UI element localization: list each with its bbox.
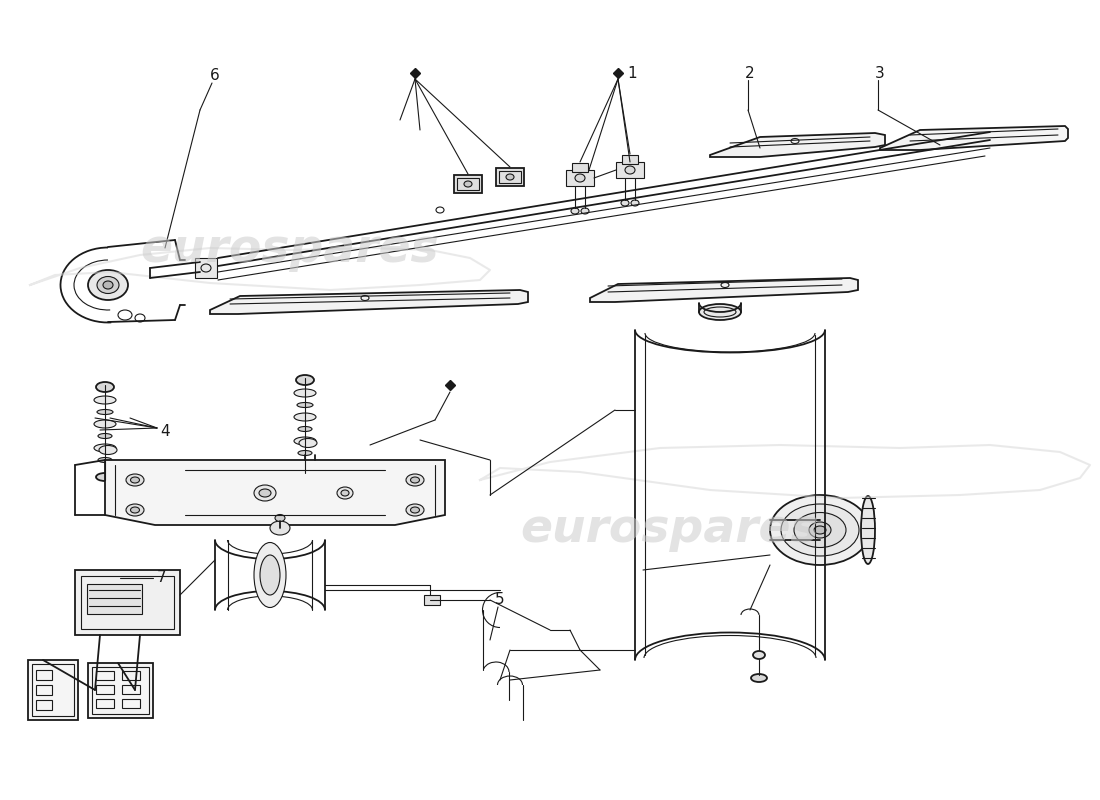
Ellipse shape — [781, 504, 859, 556]
Ellipse shape — [506, 174, 514, 180]
Polygon shape — [104, 460, 446, 525]
Bar — [566, 170, 594, 186]
Ellipse shape — [754, 651, 764, 659]
Ellipse shape — [808, 522, 830, 538]
Ellipse shape — [298, 426, 312, 431]
Ellipse shape — [794, 513, 846, 547]
Bar — [424, 595, 440, 605]
Ellipse shape — [254, 542, 286, 607]
Ellipse shape — [296, 466, 314, 474]
Ellipse shape — [294, 437, 316, 445]
Ellipse shape — [275, 514, 285, 522]
Ellipse shape — [341, 490, 349, 496]
Bar — [87, 584, 142, 614]
Ellipse shape — [406, 504, 424, 516]
Ellipse shape — [254, 485, 276, 501]
Text: 5: 5 — [495, 593, 505, 607]
Ellipse shape — [94, 444, 115, 452]
Ellipse shape — [96, 382, 114, 392]
Bar — [28, 660, 78, 720]
Text: 7: 7 — [157, 570, 167, 586]
Bar — [572, 163, 588, 172]
Ellipse shape — [131, 477, 140, 483]
Bar — [499, 171, 521, 183]
Ellipse shape — [861, 496, 875, 564]
Polygon shape — [590, 278, 858, 302]
Ellipse shape — [294, 389, 316, 397]
Text: 1: 1 — [627, 66, 637, 81]
Ellipse shape — [751, 674, 767, 682]
Ellipse shape — [575, 174, 585, 182]
Bar — [621, 155, 638, 164]
Text: 4: 4 — [161, 425, 169, 439]
Ellipse shape — [270, 521, 290, 535]
Ellipse shape — [126, 474, 144, 486]
Bar — [92, 667, 148, 714]
Ellipse shape — [581, 208, 589, 214]
Bar — [122, 685, 140, 694]
Ellipse shape — [260, 555, 280, 595]
Ellipse shape — [96, 473, 114, 481]
Ellipse shape — [698, 304, 741, 320]
Text: eurospares: eurospares — [141, 227, 439, 273]
Text: 3: 3 — [876, 66, 884, 81]
Ellipse shape — [337, 487, 353, 499]
Ellipse shape — [464, 181, 472, 187]
Text: eurospares: eurospares — [520, 507, 820, 553]
Bar — [88, 663, 153, 718]
Ellipse shape — [98, 434, 112, 438]
Ellipse shape — [94, 396, 115, 404]
Ellipse shape — [814, 526, 826, 534]
Polygon shape — [210, 290, 528, 314]
Ellipse shape — [98, 458, 112, 462]
Ellipse shape — [103, 281, 113, 289]
Ellipse shape — [126, 504, 144, 516]
Ellipse shape — [631, 200, 639, 206]
Ellipse shape — [296, 375, 314, 385]
Bar — [456, 178, 478, 190]
Ellipse shape — [299, 438, 317, 447]
Bar — [454, 175, 482, 193]
Polygon shape — [710, 133, 886, 157]
Ellipse shape — [88, 270, 128, 300]
Polygon shape — [880, 126, 1068, 150]
Bar — [36, 670, 52, 680]
Ellipse shape — [410, 507, 419, 513]
Bar — [96, 671, 114, 680]
Text: 6: 6 — [210, 67, 220, 82]
Bar — [75, 570, 180, 635]
Bar — [81, 576, 174, 629]
Ellipse shape — [410, 477, 419, 483]
Ellipse shape — [258, 489, 271, 497]
Ellipse shape — [406, 474, 424, 486]
Ellipse shape — [131, 507, 140, 513]
Bar — [36, 685, 52, 695]
Ellipse shape — [94, 420, 115, 428]
Bar — [122, 699, 140, 708]
Ellipse shape — [621, 200, 629, 206]
Bar — [616, 162, 644, 178]
Bar — [122, 671, 140, 680]
Ellipse shape — [625, 166, 635, 174]
Ellipse shape — [99, 446, 117, 454]
Ellipse shape — [97, 410, 113, 414]
Ellipse shape — [297, 402, 313, 407]
Ellipse shape — [571, 208, 579, 214]
Bar — [36, 700, 52, 710]
Text: 2: 2 — [745, 66, 755, 81]
Bar — [32, 664, 74, 716]
Ellipse shape — [770, 495, 870, 565]
Bar — [195, 258, 217, 278]
Ellipse shape — [298, 450, 312, 455]
Bar — [96, 699, 114, 708]
Bar — [496, 168, 524, 186]
Ellipse shape — [294, 413, 316, 421]
Bar — [96, 685, 114, 694]
Ellipse shape — [97, 277, 119, 294]
